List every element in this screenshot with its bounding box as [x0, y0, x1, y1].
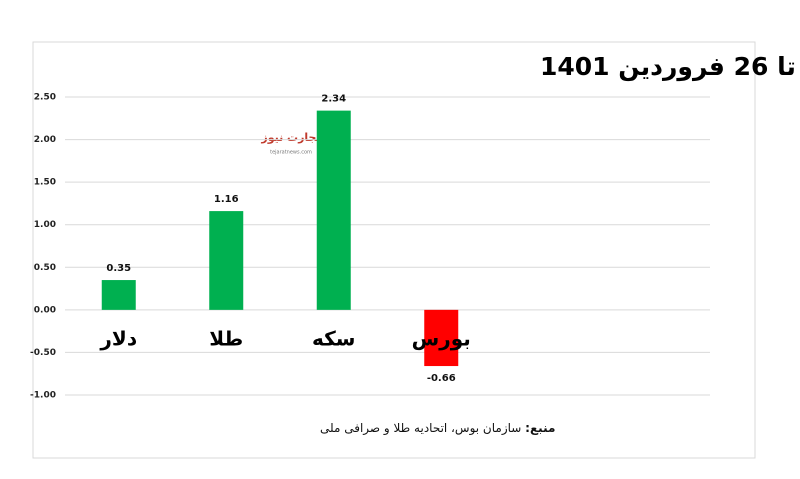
chart-frame	[32, 41, 756, 459]
watermark-text: تجارت نیوز	[260, 131, 320, 144]
category-label: طلا	[209, 326, 243, 350]
y-tick-label: 0.00	[34, 305, 56, 315]
category-label: بورس	[412, 326, 471, 350]
source-text: سازمان بوس، اتحادیه طلا و صرافی ملی	[320, 421, 521, 436]
bar	[316, 110, 351, 310]
y-tick-label: -0.50	[30, 348, 56, 358]
y-tick-label: 2.00	[34, 135, 56, 145]
value-label: -0.66	[427, 373, 456, 384]
y-tick-label: -1.00	[30, 391, 56, 401]
category-label: سکه	[312, 326, 355, 350]
watermark: تجارت نیوز tejaratnews.com	[255, 128, 327, 158]
bar	[209, 211, 244, 310]
chart-title: بازدهی بازارها- 20 تا 26 فروردین 1401	[540, 52, 800, 82]
watermark-url: tejaratnews.com	[270, 150, 312, 156]
value-label: 2.34	[321, 94, 346, 105]
source-label: منبع:	[525, 421, 555, 435]
y-tick-label: 1.00	[34, 220, 56, 230]
y-tick-label: 2.50	[34, 93, 56, 103]
value-label: 0.35	[106, 263, 131, 274]
value-label: 1.16	[214, 194, 239, 205]
y-tick-label: 0.50	[34, 263, 56, 273]
source: منبع: سازمان بوس، اتحادیه طلا و صرافی مل…	[320, 421, 555, 436]
watermark-box	[255, 128, 327, 158]
category-label: دلار	[99, 326, 137, 350]
bar	[424, 309, 459, 367]
y-tick-label: 1.50	[34, 178, 56, 188]
bar	[101, 280, 136, 310]
